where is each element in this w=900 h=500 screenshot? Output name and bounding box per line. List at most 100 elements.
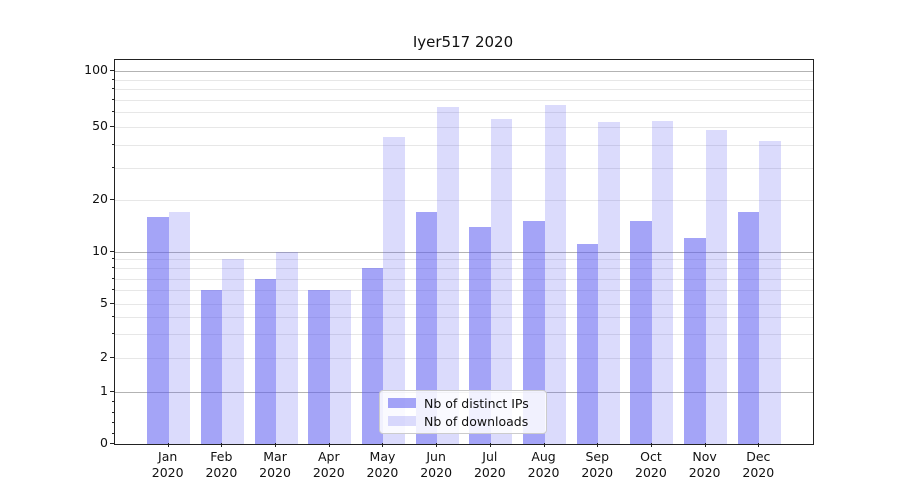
bar-distinct-ips	[737, 212, 760, 444]
y-minor-tick	[111, 289, 114, 291]
y-minor-tick	[111, 401, 114, 402]
legend-label-distinct-ips: Nb of distinct IPs	[424, 395, 529, 411]
bar-downloads	[651, 120, 674, 444]
y-minor-tick	[111, 411, 114, 413]
gridline-minor	[115, 268, 813, 270]
gridline-minor	[115, 167, 813, 169]
x-tick-label: Apr 2020	[312, 449, 345, 480]
gridline-minor	[115, 290, 813, 292]
legend-swatch-distinct-ips-icon	[388, 398, 416, 408]
y-minor-tick	[111, 267, 114, 269]
x-tick	[704, 443, 706, 447]
y-tick	[110, 126, 114, 127]
gridline-minor	[115, 357, 813, 359]
y-minor-tick	[111, 88, 114, 90]
gridline-minor	[115, 99, 813, 101]
bar-downloads	[705, 130, 728, 444]
x-tick-label: Mar 2020	[259, 449, 291, 480]
legend-item-distinct-ips: Nb of distinct IPs	[380, 396, 546, 411]
bar-distinct-ips	[469, 226, 491, 444]
y-minor-tick	[111, 432, 114, 434]
x-tick	[650, 443, 652, 447]
x-tick	[758, 443, 760, 447]
bar-downloads	[383, 137, 405, 444]
y-minor-tick	[111, 166, 114, 168]
x-tick	[328, 443, 330, 447]
y-minor-tick	[111, 98, 114, 100]
y-tick	[110, 250, 114, 252]
x-tick-label: Aug 2020	[527, 449, 560, 480]
y-tick	[110, 303, 114, 304]
y-tick	[110, 356, 114, 358]
bar-distinct-ips	[523, 221, 545, 444]
x-tick-label: Jul 2020	[473, 449, 506, 480]
legend: Nb of distinct IPs Nb of downloads	[379, 390, 547, 434]
y-minor-tick	[111, 422, 114, 423]
x-tick-label: Nov 2020	[688, 449, 721, 480]
x-tick-label: Dec 2020	[742, 449, 775, 480]
gridline-minor	[115, 79, 813, 81]
x-tick	[436, 443, 438, 447]
bar-downloads	[759, 140, 781, 444]
y-minor-tick	[111, 316, 114, 318]
x-tick-label: Jan 2020	[151, 449, 184, 480]
bar-downloads	[276, 251, 298, 444]
x-tick-label: May 2020	[366, 449, 399, 480]
y-tick-label: 20	[92, 191, 108, 206]
gridline-minor	[115, 259, 813, 261]
y-tick-label: 50	[92, 118, 108, 133]
y-tick-label: 0	[100, 435, 108, 450]
y-minor-tick	[111, 258, 114, 260]
bar-distinct-ips	[361, 268, 384, 444]
legend-swatch-downloads-icon	[388, 416, 416, 426]
gridline-minor	[115, 278, 813, 280]
chart-title: Iyer517 2020	[412, 33, 514, 51]
legend-label-downloads: Nb of downloads	[424, 413, 529, 429]
gridline-minor	[115, 333, 813, 335]
y-tick	[110, 199, 114, 200]
x-tick	[167, 443, 169, 447]
x-tick-label: Sep 2020	[581, 449, 614, 480]
bar-distinct-ips	[200, 290, 223, 444]
x-tick	[221, 443, 223, 447]
bar-distinct-ips	[684, 237, 706, 444]
gridline-minor	[115, 89, 813, 91]
plot-area: Nb of distinct IPs Nb of downloads	[114, 59, 814, 445]
y-tick	[110, 70, 114, 71]
bar-distinct-ips	[630, 221, 652, 444]
bar-downloads	[598, 122, 620, 444]
bar-downloads	[490, 119, 513, 444]
bar-downloads	[168, 212, 191, 444]
bar-distinct-ips	[147, 216, 169, 444]
gridline-major	[115, 71, 813, 72]
gridline-minor	[115, 304, 813, 305]
gridline-minor	[115, 127, 813, 128]
bar-downloads	[329, 290, 352, 444]
x-tick	[543, 443, 545, 447]
y-tick	[110, 390, 114, 392]
x-tick-label: Oct 2020	[635, 449, 667, 480]
gridline-minor	[115, 200, 813, 201]
y-tick	[110, 443, 114, 444]
x-tick	[382, 443, 384, 447]
bar-distinct-ips	[576, 244, 599, 444]
gridline-major	[115, 251, 813, 253]
gridline-minor	[115, 144, 813, 146]
x-tick	[275, 443, 277, 447]
bar-distinct-ips	[308, 290, 330, 444]
x-tick	[597, 443, 599, 447]
y-tick-label: 5	[100, 295, 108, 310]
gridline-minor	[115, 112, 813, 114]
bar-distinct-ips	[415, 212, 438, 444]
bar-downloads	[437, 107, 459, 444]
x-tick-label: Feb 2020	[205, 449, 238, 480]
y-tick-label: 100	[84, 62, 108, 77]
bar-downloads	[544, 104, 567, 444]
legend-item-downloads: Nb of downloads	[380, 414, 546, 429]
y-minor-tick	[111, 111, 114, 113]
y-tick-label: 10	[92, 242, 108, 258]
y-tick-label: 2	[100, 348, 108, 364]
gridline-minor	[115, 317, 813, 319]
bar-downloads	[222, 259, 244, 444]
